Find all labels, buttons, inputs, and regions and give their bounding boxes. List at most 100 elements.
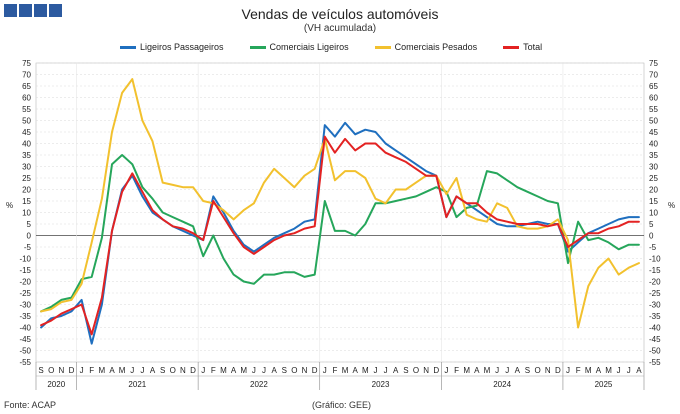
x-tick-label: M [119, 366, 126, 375]
x-tick-label: S [160, 366, 165, 375]
y-tick-label-left: 35 [22, 151, 31, 160]
y-tick-label-right: -20 [649, 278, 661, 287]
x-tick-label: J [566, 366, 570, 375]
chart-legend: Ligeiros Passageiros Comerciais Ligeiros… [120, 42, 542, 52]
x-tick-label: N [58, 366, 64, 375]
legend-swatch [249, 45, 266, 49]
y-tick-label-left: -55 [19, 358, 31, 367]
x-tick-label: M [484, 366, 491, 375]
y-tick-label-left: 55 [22, 105, 31, 114]
x-tick-label: J [495, 366, 499, 375]
x-tick-label: S [403, 366, 408, 375]
x-tick-label: M [605, 366, 612, 375]
series-line-comerciais-ligeiros [40, 154, 640, 313]
x-tick-label: D [312, 366, 318, 375]
legend-label: Total [523, 42, 543, 52]
x-tick-label: J [252, 366, 256, 375]
y-tick-label-right: 10 [649, 209, 658, 218]
y-tick-label-left: 15 [22, 197, 31, 206]
x-tick-label: M [99, 366, 106, 375]
x-tick-label: D [190, 366, 196, 375]
x-tick-label: D [69, 366, 75, 375]
x-tick-label: J [444, 366, 448, 375]
y-tick-label-right: 50 [649, 117, 658, 126]
y-tick-label-left: 50 [22, 117, 31, 126]
x-tick-label: M [220, 366, 227, 375]
y-tick-label-right: 0 [649, 232, 654, 241]
y-tick-label-right: -30 [649, 301, 661, 310]
x-tick-label: O [291, 366, 297, 375]
y-tick-label-right: 25 [649, 174, 658, 183]
legend-item-total: Total [503, 42, 542, 52]
x-tick-label: N [423, 366, 429, 375]
x-tick-label: J [323, 366, 327, 375]
x-tick-label: J [627, 366, 631, 375]
y-tick-label-right: 30 [649, 163, 658, 172]
series-line-ligeiros-passageiros [40, 121, 640, 345]
header-block-1 [4, 4, 17, 17]
x-tick-label: O [170, 366, 176, 375]
header-block-2 [19, 4, 32, 17]
x-tick-label: A [636, 366, 642, 375]
y-tick-label-right: -10 [649, 255, 661, 264]
y-tick-label-right: 60 [649, 94, 658, 103]
header-block-3 [34, 4, 47, 17]
legend-label: Ligeiros Passageiros [140, 42, 224, 52]
legend-swatch [374, 45, 391, 49]
source-note: Fonte: ACAP [4, 400, 57, 410]
y-tick-label-right: 15 [649, 197, 658, 206]
x-tick-label: A [231, 366, 237, 375]
y-tick-label-left: 25 [22, 174, 31, 183]
y-tick-label-right: -5 [649, 243, 657, 252]
x-tick-label: J [505, 366, 509, 375]
y-tick-label-left: -10 [19, 255, 31, 264]
header-block-4 [49, 4, 62, 17]
x-tick-label: D [433, 366, 439, 375]
y-tick-label-right: -50 [649, 347, 661, 356]
y-tick-label-right: -25 [649, 289, 661, 298]
y-tick-label-left: 70 [22, 71, 31, 80]
y-tick-label-right: 70 [649, 71, 658, 80]
y-tick-label-left: -35 [19, 312, 31, 321]
x-tick-label: A [515, 366, 521, 375]
y-tick-label-left: -20 [19, 278, 31, 287]
x-tick-label: F [454, 366, 459, 375]
y-tick-label-right: -15 [649, 266, 661, 275]
y-tick-label-left: 60 [22, 94, 31, 103]
x-tick-label: F [211, 366, 216, 375]
y-tick-label-right: 5 [649, 220, 654, 229]
y-unit-left: % [6, 201, 14, 210]
x-tick-label: O [413, 366, 419, 375]
legend-swatch [120, 45, 136, 49]
x-tick-label: J [617, 366, 621, 375]
series-line-comerciais-pesados [40, 78, 640, 329]
y-tick-label-left: -40 [19, 324, 31, 333]
x-tick-label: O [534, 366, 540, 375]
chart-title: Vendas de veículos automóveis [241, 6, 439, 22]
x-tick-label: A [393, 366, 399, 375]
legend-label: Comerciais Pesados [394, 42, 478, 52]
y-tick-label-right: 20 [649, 186, 658, 195]
x-tick-label: J [130, 366, 134, 375]
y-tick-label-left: -5 [24, 243, 32, 252]
x-tick-label: M [585, 366, 592, 375]
legend-swatch [503, 45, 520, 49]
x-tick-label: J [140, 366, 144, 375]
y-tick-label-left: 30 [22, 163, 31, 172]
chart-credit: (Gráfico: GEE) [312, 400, 372, 410]
year-label: 2022 [250, 380, 268, 389]
y-tick-label-left: -30 [19, 301, 31, 310]
x-tick-label: J [384, 366, 388, 375]
y-tick-label-right: 75 [649, 59, 658, 68]
x-tick-label: F [332, 366, 337, 375]
year-label: 2025 [595, 380, 613, 389]
series-line-total [40, 135, 640, 336]
x-tick-label: A [109, 366, 115, 375]
x-tick-label: F [89, 366, 94, 375]
legend-item-ligeiros-passageiros: Ligeiros Passageiros [120, 42, 224, 52]
x-tick-label: M [463, 366, 470, 375]
y-tick-label-right: -45 [649, 335, 661, 344]
x-tick-label: A [596, 366, 602, 375]
x-tick-label: N [302, 366, 308, 375]
